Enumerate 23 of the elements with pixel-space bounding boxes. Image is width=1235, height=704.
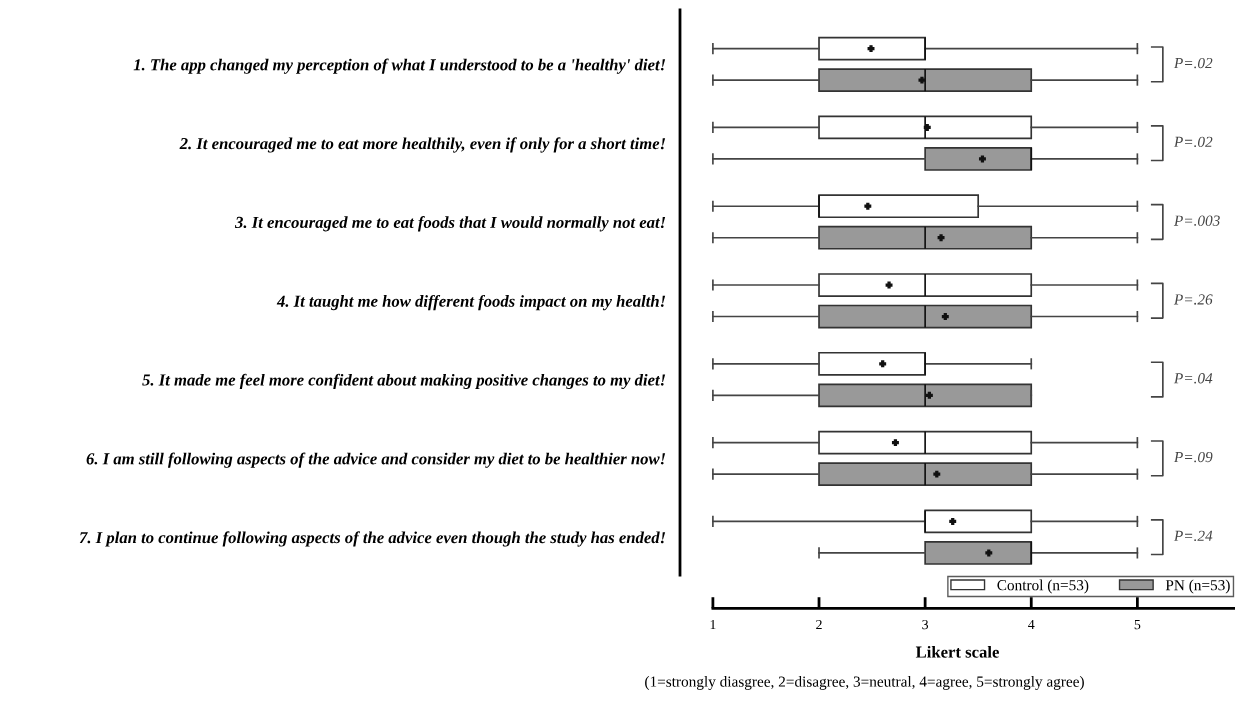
- x-tick-label: 5: [1134, 619, 1141, 630]
- annotation: P=.02: [1173, 136, 1213, 148]
- x-tick-label: 3: [922, 619, 929, 630]
- annotation: P=.02: [1173, 57, 1213, 69]
- legend-label: Control (n=53): [997, 579, 1089, 594]
- y-tick-label: 4. It taught me how different foods impact on my health!: [276, 294, 666, 311]
- y-tick-label: 2. It encouraged me to eat more healthily, even if only for a short time!: [179, 137, 666, 153]
- x-tick-label: 4: [1028, 619, 1035, 630]
- y-tick-label: 5. It made me feel more confident about making positive changes to my diet!: [142, 373, 666, 390]
- annotation: P=.09: [1173, 451, 1213, 463]
- annotation: P=.003: [1173, 215, 1220, 226]
- annotation: P=.26: [1173, 294, 1213, 305]
- annotation: P=.24: [1173, 530, 1213, 542]
- y-tick-label: 1. The app changed my perception of what I understood to be a 'healthy' diet!: [133, 58, 666, 74]
- y-tick-label: 7. I plan to continue following aspects of the advice even though the study has ended!: [79, 531, 666, 547]
- legend-label: PN (n=53): [1165, 579, 1230, 594]
- annotation: P=.04: [1173, 373, 1213, 384]
- y-tick-label: 3. It encouraged me to eat foods that I would normally not eat!: [234, 216, 666, 232]
- x-axis-title: Likert scale: [915, 645, 999, 658]
- x-tick-label: 1: [710, 619, 716, 630]
- text: (1=strongly diasgree, 2=disagree, 3=neutral, 4=agree, 5=strongly agree): [645, 676, 1084, 690]
- x-tick-label: 2: [816, 619, 822, 630]
- y-tick-label: 6. I am still following aspects of the advice and consider my diet to be healthier now!: [86, 452, 666, 468]
